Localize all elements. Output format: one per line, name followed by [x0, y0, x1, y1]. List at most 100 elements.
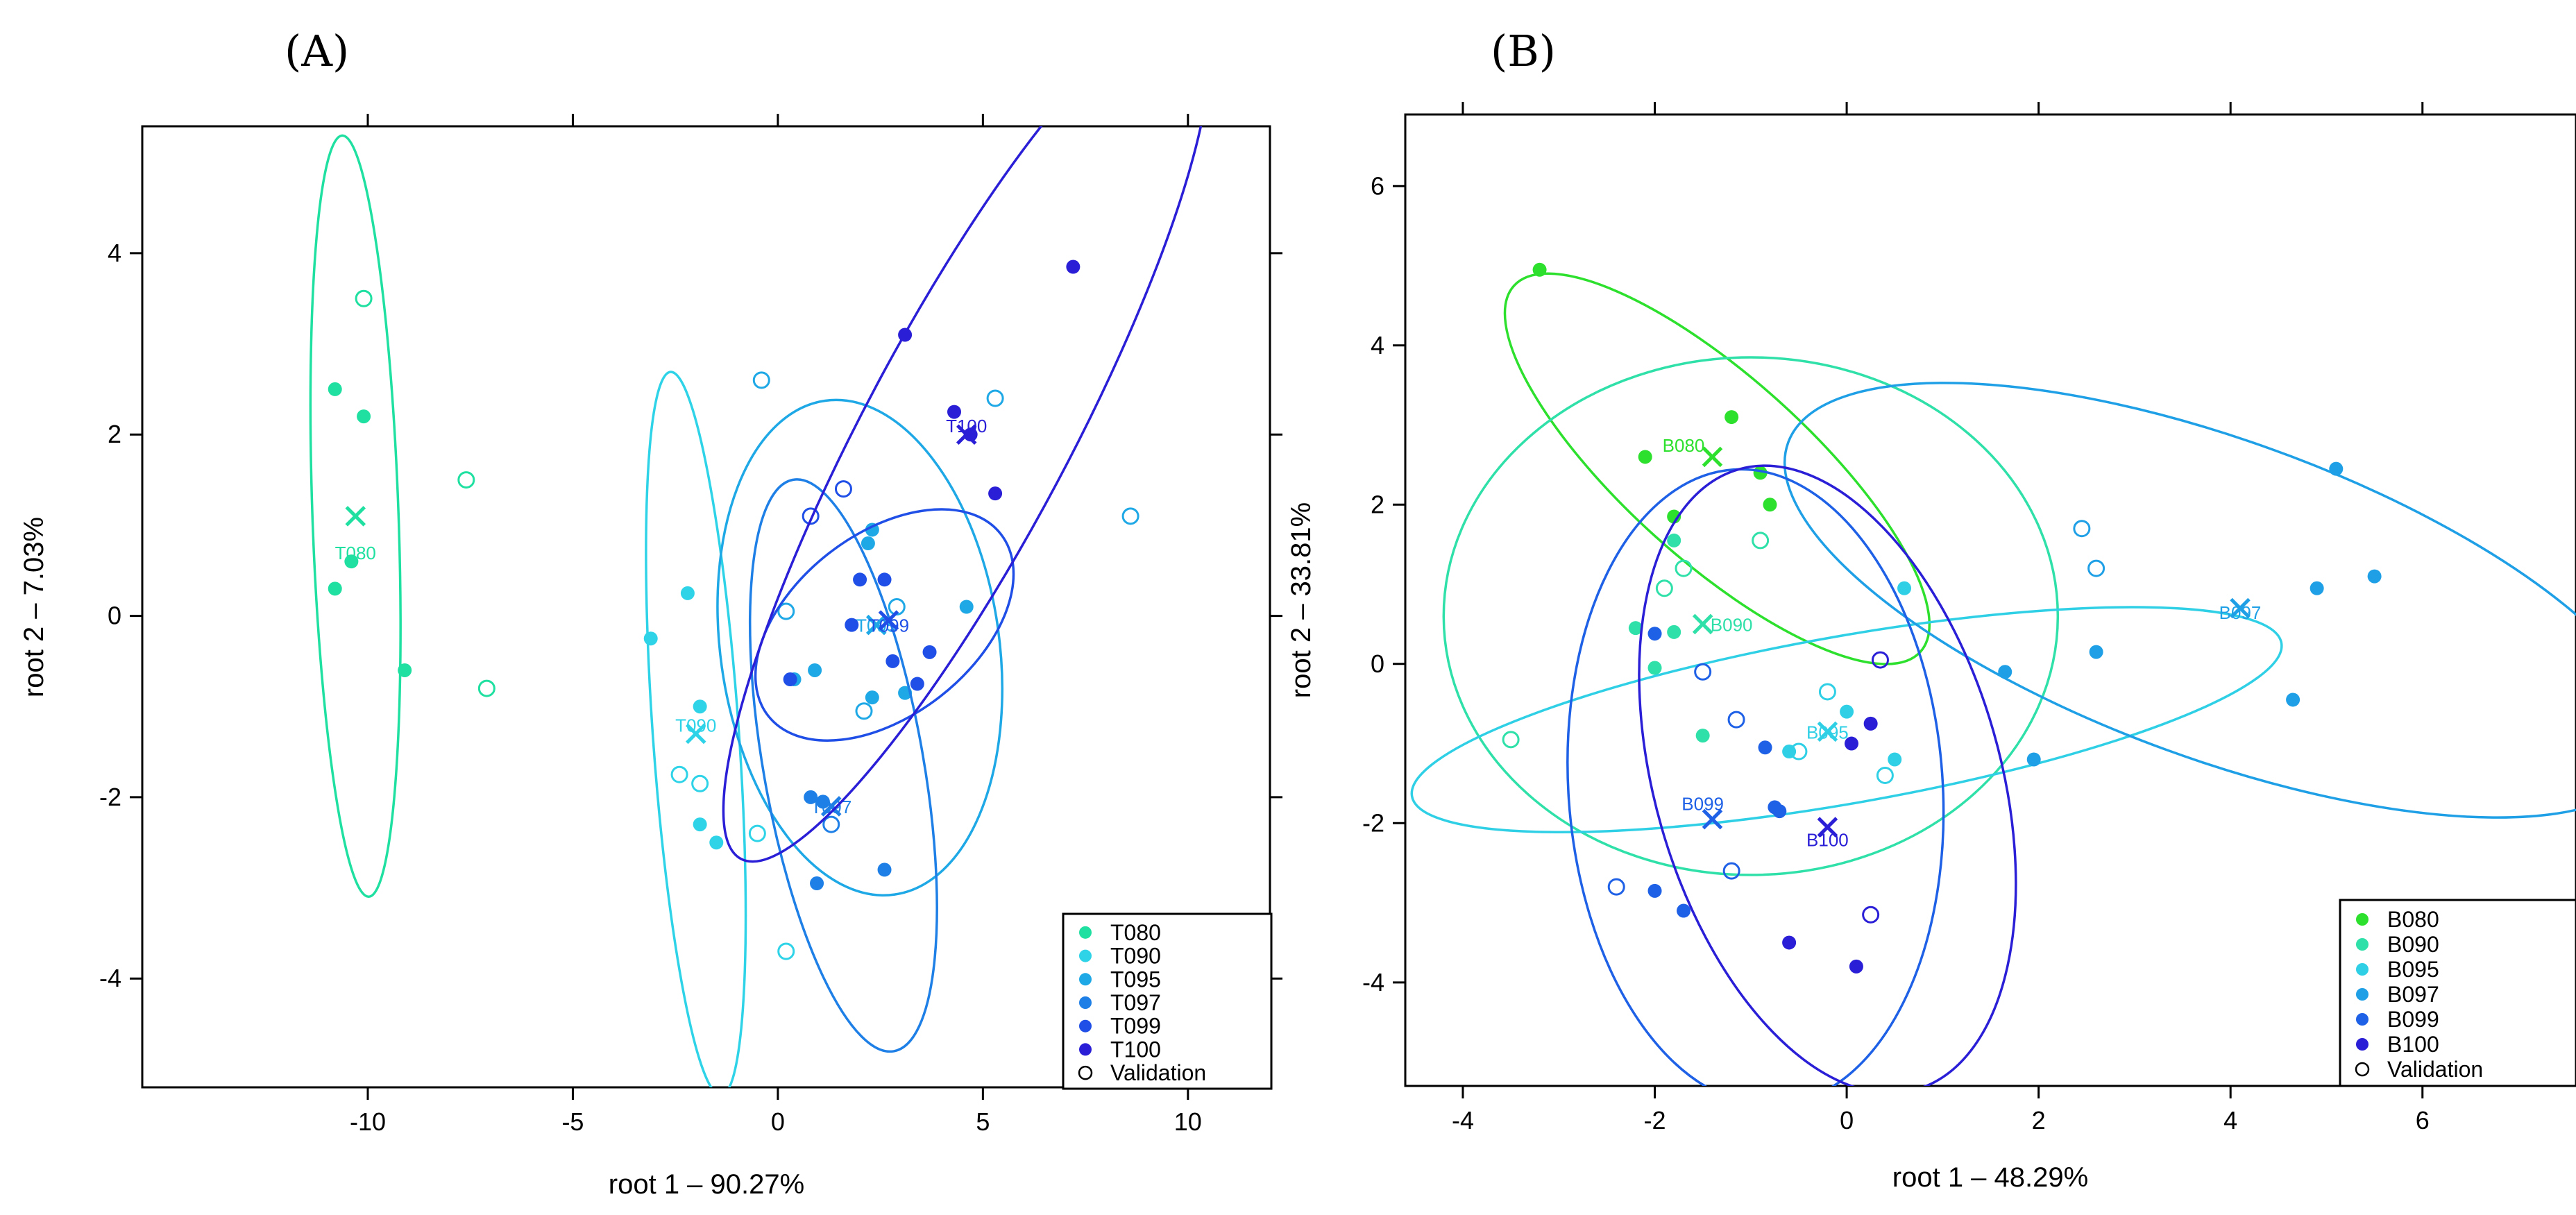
point-t095	[861, 536, 875, 551]
point-b090	[1695, 729, 1710, 743]
centroid-marker-t099	[878, 610, 899, 631]
panel-a-y-tick-label: 0	[108, 602, 121, 630]
point-b080	[1667, 509, 1681, 524]
panel-b-y-tick-label: 2	[1371, 490, 1384, 518]
panel-b-y-tick-label: -4	[1362, 968, 1384, 996]
legend-label-b090: B090	[2387, 932, 2439, 957]
point-t090	[693, 699, 707, 714]
point-b080	[1763, 498, 1777, 512]
point-t100	[898, 328, 913, 342]
panel-b-axes: -4 -2 0 2 4 6 -4 -2 0 2 4 6	[1362, 102, 2430, 1135]
validation-point-b095	[1818, 683, 1836, 701]
legend-item-t100: T100	[1079, 1037, 1161, 1062]
ellipse-b090	[1442, 356, 2060, 876]
validation-point-b090	[1675, 559, 1693, 577]
validation-point-t095	[855, 702, 873, 720]
centroid-label-t080: T080	[335, 543, 376, 563]
legend-marker-b090	[2356, 938, 2369, 951]
panel-a-x-tick-label: 0	[771, 1107, 785, 1136]
panel-a-y-tick-label: -4	[99, 964, 121, 992]
point-t095	[808, 663, 822, 677]
centroid-label-t090: T090	[675, 715, 716, 736]
panel-b-y-tick-label: -2	[1362, 808, 1384, 837]
point-b099	[1647, 627, 1662, 641]
panel-a-x-axis-title: root 1 – 90.27%	[609, 1169, 804, 1200]
ellipse-b080	[1503, 272, 1931, 665]
validation-point-t080	[355, 289, 373, 307]
panel-a-legend-box	[1062, 912, 1273, 1090]
panel-b-x-tick-label: 6	[2416, 1106, 2430, 1135]
point-t097	[815, 795, 830, 809]
point-t097	[877, 863, 892, 877]
legend-item-b100: B100	[2356, 1032, 2439, 1057]
legend-marker-t100	[1079, 1043, 1092, 1056]
point-t100	[947, 405, 961, 419]
point-b080	[1532, 262, 1547, 277]
centroid-marker-t100	[956, 424, 977, 445]
legend-label-t095: T095	[1110, 967, 1161, 992]
panel-b-x-axis-title: root 1 – 48.29%	[1892, 1162, 2088, 1193]
point-b099	[1768, 800, 1782, 815]
point-t080	[398, 663, 412, 677]
validation-point-b097	[2087, 559, 2105, 577]
panel-a-x-tick-label: -10	[350, 1107, 386, 1136]
centroid-marker-b090	[1692, 613, 1713, 635]
legend-item-b080: B080	[2356, 907, 2439, 932]
panel-a-x-tick-label: 5	[976, 1107, 990, 1136]
legend-marker-validation	[1078, 1065, 1093, 1080]
point-t080	[328, 581, 342, 596]
validation-point-t095	[1121, 507, 1139, 525]
legend-marker-t080	[1079, 926, 1092, 939]
panel-b-y-tick-label: 0	[1371, 649, 1384, 678]
point-t080	[328, 382, 342, 396]
legend-label-b099: B099	[2387, 1007, 2439, 1032]
centroid-label-b097: B097	[2219, 602, 2262, 623]
validation-point-b100	[1871, 651, 1889, 669]
panel-a-label: (A)	[285, 26, 349, 76]
legend-marker-b080	[2356, 913, 2369, 926]
point-b090	[1647, 661, 1662, 675]
panel-a-plot-frame	[141, 125, 1271, 1089]
legend-label-b080: B080	[2387, 907, 2439, 932]
point-b090	[1667, 533, 1681, 547]
legend-marker-t090	[1079, 949, 1092, 962]
validation-point-b100	[1862, 906, 1880, 924]
legend-label-t100: T100	[1110, 1037, 1161, 1062]
point-b097	[2310, 581, 2324, 595]
legend-label-validation: Validation	[1110, 1060, 1206, 1085]
validation-point-t090	[777, 942, 795, 960]
point-t099	[877, 572, 892, 587]
point-t099	[783, 672, 797, 687]
point-t099	[910, 677, 924, 691]
ellipse-t095	[716, 398, 1003, 897]
legend-item-t080: T080	[1079, 920, 1161, 945]
point-t097	[810, 876, 824, 891]
legend-label-t097: T097	[1110, 990, 1161, 1015]
point-b095	[1888, 752, 1902, 767]
centroid-label-b100: B100	[1806, 829, 1849, 850]
validation-point-b090	[1502, 731, 1520, 749]
centroid-marker-t090	[685, 723, 706, 745]
centroid-marker-b100	[1817, 817, 1838, 838]
validation-point-t099	[802, 507, 820, 525]
point-b090	[1667, 625, 1681, 639]
point-b100	[1844, 736, 1858, 751]
centroid-marker-b095	[1817, 721, 1838, 742]
legend-marker-b095	[2356, 963, 2369, 976]
legend-marker-b100	[2356, 1038, 2369, 1051]
legend-item-t090: T090	[1079, 944, 1161, 969]
panel-b-x-tick-label: 4	[2223, 1106, 2237, 1135]
ellipse-b095	[1410, 606, 2283, 833]
centroid-label-t097: T097	[811, 797, 851, 817]
legend-marker-b099	[2356, 1013, 2369, 1026]
legend-item-t095: T095	[1079, 967, 1161, 992]
point-t080	[344, 554, 359, 569]
legend-label-b095: B095	[2387, 957, 2439, 982]
point-b099	[1647, 883, 1662, 898]
panel-a-y-axis-title: root 2 – 7.03%	[19, 517, 49, 697]
